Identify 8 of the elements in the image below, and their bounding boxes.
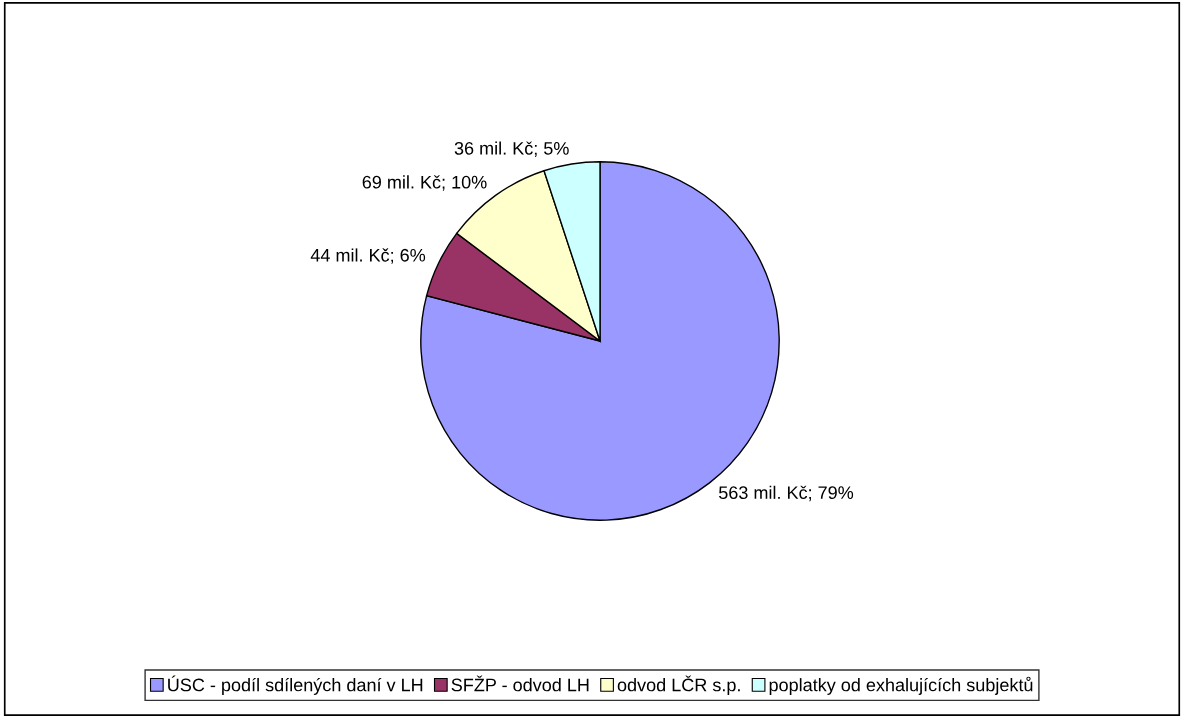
data-label: 44 mil. Kč; 6% [310, 248, 426, 264]
legend-label: SFŽP - odvod LH [451, 675, 589, 692]
legend-label: poplatky od exhalujících subjektů [769, 676, 1033, 695]
data-label: 69 mil. Kč; 10% [362, 175, 487, 191]
legend-label: odvod LČR s.p. [617, 675, 740, 695]
legend-label: ÚSC - podíl sdílených daní v LH [168, 675, 423, 695]
data-label: 563 mil. Kč; 79% [718, 485, 854, 502]
data-label: 36 mil. Kč; 5% [454, 141, 569, 157]
